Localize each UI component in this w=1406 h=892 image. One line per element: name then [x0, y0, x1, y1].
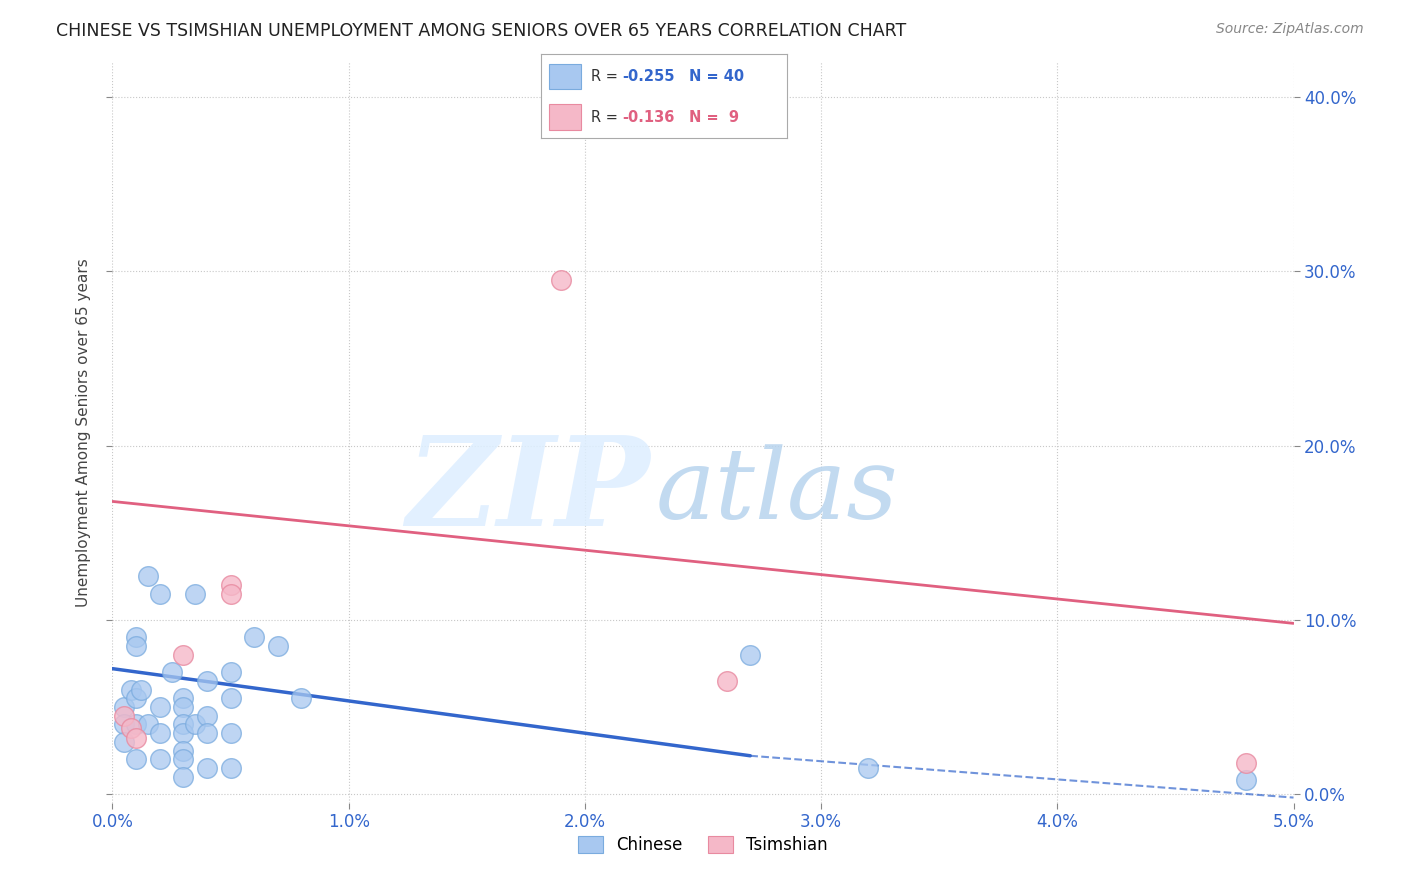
Point — [195, 673, 218, 688]
Point — [172, 691, 194, 706]
Text: R =: R = — [591, 110, 621, 125]
Point — [195, 761, 218, 775]
Point — [120, 721, 142, 735]
Point — [219, 761, 242, 775]
Point — [125, 731, 148, 746]
Point — [112, 700, 135, 714]
Point — [219, 726, 242, 740]
Point — [125, 691, 148, 706]
FancyBboxPatch shape — [548, 104, 581, 130]
Text: ZIP: ZIP — [406, 431, 650, 553]
Point — [1234, 773, 1257, 788]
Point — [1234, 756, 1257, 770]
Point — [125, 717, 148, 731]
Point — [219, 578, 242, 592]
Text: N =  9: N = 9 — [689, 110, 740, 125]
Point — [149, 752, 172, 766]
Text: Source: ZipAtlas.com: Source: ZipAtlas.com — [1216, 22, 1364, 37]
Point — [550, 273, 572, 287]
Point — [195, 726, 218, 740]
Point — [219, 665, 242, 680]
Y-axis label: Unemployment Among Seniors over 65 years: Unemployment Among Seniors over 65 years — [76, 259, 91, 607]
Point — [219, 587, 242, 601]
Point — [112, 708, 135, 723]
Point — [112, 717, 135, 731]
Point — [172, 717, 194, 731]
Point — [172, 743, 194, 757]
Text: -0.136: -0.136 — [623, 110, 675, 125]
Point — [267, 639, 290, 653]
Text: -0.255: -0.255 — [623, 69, 675, 84]
Point — [149, 700, 172, 714]
Text: R =: R = — [591, 69, 621, 84]
Point — [184, 717, 207, 731]
Point — [716, 673, 738, 688]
Point — [195, 708, 218, 723]
Point — [172, 726, 194, 740]
Point — [129, 682, 152, 697]
Text: atlas: atlas — [655, 444, 898, 540]
Point — [125, 752, 148, 766]
Legend: Chinese, Tsimshian: Chinese, Tsimshian — [571, 830, 835, 861]
Text: CHINESE VS TSIMSHIAN UNEMPLOYMENT AMONG SENIORS OVER 65 YEARS CORRELATION CHART: CHINESE VS TSIMSHIAN UNEMPLOYMENT AMONG … — [56, 22, 907, 40]
Point — [149, 726, 172, 740]
Point — [290, 691, 312, 706]
Point — [172, 700, 194, 714]
Point — [858, 761, 880, 775]
Point — [184, 587, 207, 601]
Point — [149, 587, 172, 601]
Point — [219, 691, 242, 706]
Point — [120, 682, 142, 697]
Point — [112, 735, 135, 749]
Point — [172, 752, 194, 766]
Point — [136, 717, 159, 731]
FancyBboxPatch shape — [548, 63, 581, 89]
Point — [243, 630, 266, 644]
Point — [136, 569, 159, 583]
Point — [172, 648, 194, 662]
Text: N = 40: N = 40 — [689, 69, 744, 84]
Point — [740, 648, 762, 662]
Point — [172, 770, 194, 784]
Point — [160, 665, 183, 680]
Point — [125, 630, 148, 644]
Point — [125, 639, 148, 653]
